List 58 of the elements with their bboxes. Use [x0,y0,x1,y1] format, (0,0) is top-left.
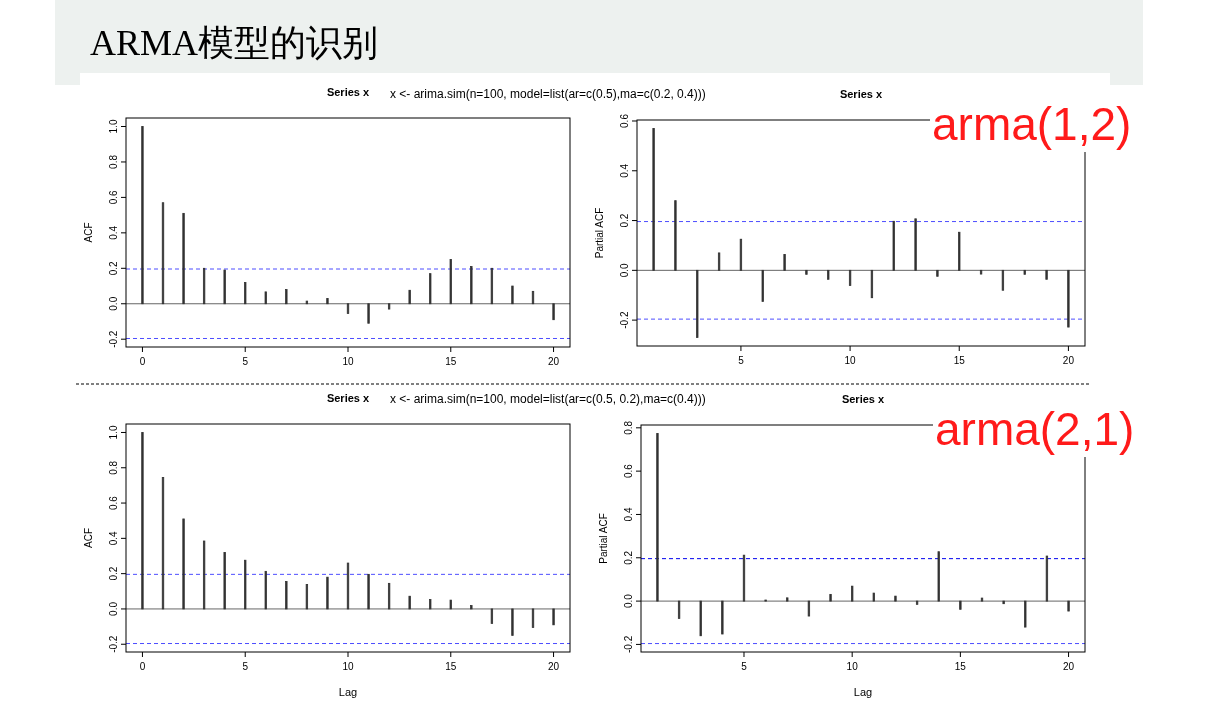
y-tick-label: 0.4 [108,530,119,546]
chart-title: Series x [326,86,370,98]
y-tick-label: 0.2 [108,260,119,276]
y-tick-label: 0.6 [108,495,119,511]
x-tick-label: 0 [139,356,146,367]
text: x <- arima.sim(n=100, model=list(ar=c(0.5),ma=c(0.2, 0.4))) [390,87,706,101]
y-axis-title: Partial ACF [598,513,609,564]
x-tick-label: 0 [139,661,146,672]
y-tick-label: 0.0 [108,601,119,616]
y-tick-label: 0.2 [619,213,630,228]
x-tick-label: 20 [547,356,560,367]
x-tick-label: 10 [844,355,857,366]
y-axis-title: Partial ACF [594,207,605,259]
y-tick-label: 0.0 [108,296,119,311]
x-axis-title: Lag [338,686,358,698]
y-tick-label: 0.6 [619,113,630,128]
y-tick-label: 0.4 [623,507,634,522]
annotation: arma(2,1) [935,403,1135,455]
x-tick-label: 5 [738,355,745,366]
y-tick-label: 0.0 [623,593,634,609]
x-tick-label: 10 [342,661,354,672]
x-tick-label: 5 [242,661,249,672]
chart-title: Series x [326,392,370,404]
chart-title: Series x [841,393,885,405]
x-tick-label: 20 [547,661,560,672]
annotation: arma(1,2) [932,98,1132,150]
y-tick-label: 0.8 [623,420,634,435]
x-tick-label: 15 [954,661,967,672]
y-tick-label: -0.2 [108,635,119,653]
text: ARMA模型的识别 [90,23,379,63]
x-axis-title: Lag [853,686,873,698]
y-tick-label: 0.2 [623,550,634,565]
y-tick-label: 0.6 [623,463,634,479]
x-tick-label: 10 [342,356,354,367]
x-tick-label: 20 [1062,355,1075,366]
chart-title: Series x [839,88,883,100]
y-tick-label: 1.0 [108,119,119,134]
y-tick-label: 0.2 [108,566,119,581]
text: x <- arima.sim(n=100, model=list(ar=c(0.5, 0.2),ma=c(0.4))) [390,392,706,406]
x-tick-label: 15 [953,355,966,366]
x-tick-label: 15 [445,356,457,367]
x-tick-label: 20 [1062,661,1075,672]
x-tick-label: 10 [846,661,859,672]
y-tick-label: 0.6 [108,190,119,205]
y-axis-title: ACF [83,222,94,243]
x-tick-label: 5 [741,661,748,672]
y-axis-title: ACF [83,528,94,548]
x-tick-label: 15 [445,661,457,672]
y-tick-label: 0.8 [108,154,119,169]
y-tick-label: 0.4 [619,163,630,178]
x-tick-label: 5 [242,356,249,367]
y-tick-label: -0.2 [619,311,630,329]
y-tick-label: -0.2 [623,635,634,654]
y-tick-label: -0.2 [108,330,119,348]
y-tick-label: 0.8 [108,460,119,475]
y-tick-label: 0.4 [108,225,119,240]
y-tick-label: 1.0 [108,425,119,440]
y-tick-label: 0.0 [619,262,630,278]
